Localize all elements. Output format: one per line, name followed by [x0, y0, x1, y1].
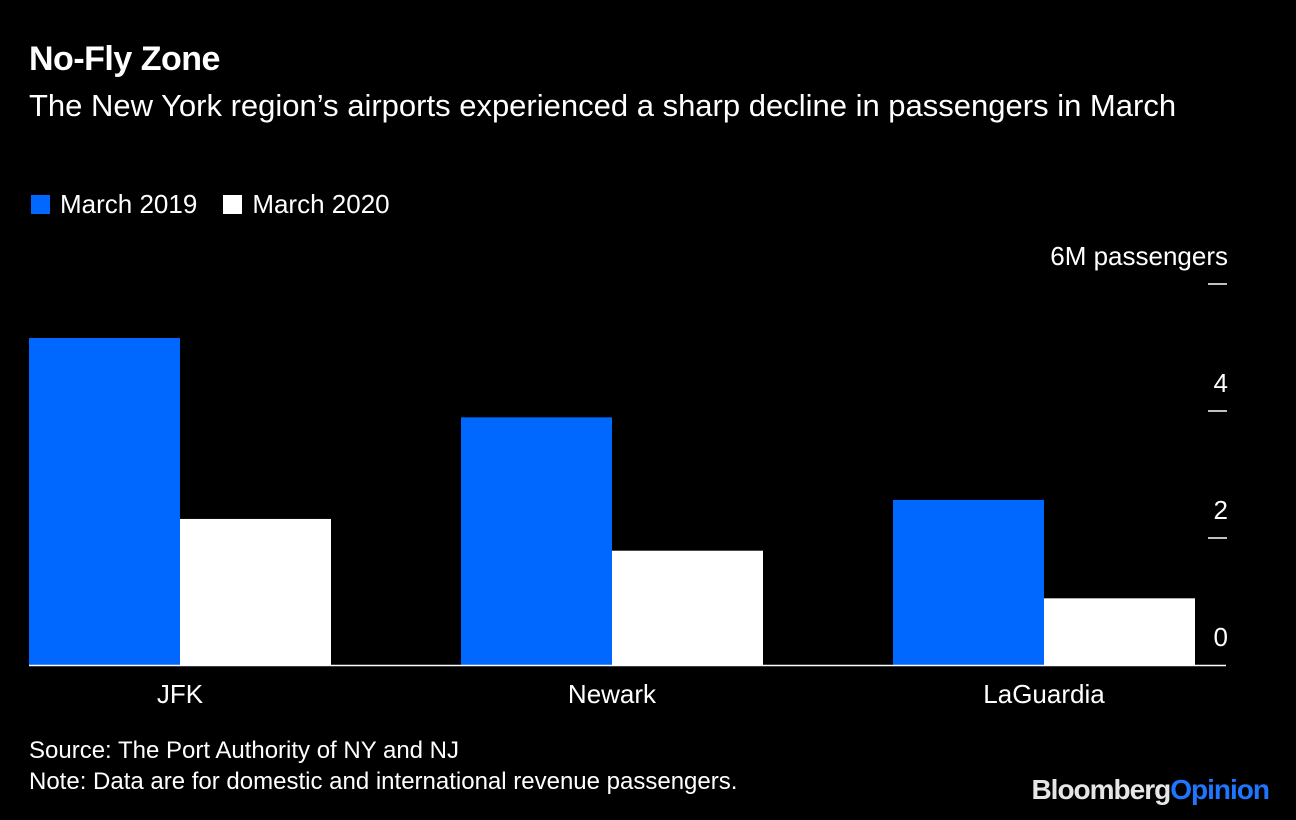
y-tick-label-0: 0 [1214, 622, 1228, 652]
bar-laguardia-march-2019 [893, 499, 1044, 665]
legend-item-march-2020: March 2020 [223, 189, 390, 220]
footer-notes: Source: The Port Authority of NY and NJ … [29, 735, 737, 797]
legend-swatch-march-2019 [31, 195, 50, 214]
chart-subtitle: The New York region’s airports experienc… [29, 88, 1177, 123]
brand-accent: Opinion [1170, 774, 1270, 805]
legend: March 2019 March 2020 [31, 189, 416, 220]
chart-title: No-Fly Zone [29, 40, 220, 78]
x-tick-label-laguardia: LaGuardia [983, 679, 1105, 709]
bar-jfk-march-2019 [29, 337, 180, 665]
y-tick-label-2: 2 [1214, 495, 1228, 525]
legend-swatch-march-2020 [223, 195, 243, 214]
legend-label-march-2019: March 2019 [60, 189, 198, 219]
legend-label-march-2020: March 2020 [252, 189, 390, 219]
bar-newark-march-2019 [461, 417, 612, 665]
bloomberg-opinion-logo: BloombergOpinion [1031, 774, 1270, 806]
x-tick-label-jfk: JFK [157, 679, 204, 709]
bar-laguardia-march-2020 [1044, 598, 1195, 665]
note-text: Note: Data are for domestic and internat… [29, 768, 738, 795]
x-tick-label-newark: Newark [568, 679, 657, 709]
bar-jfk-march-2020 [180, 518, 331, 665]
source-text: Source: The Port Authority of NY and NJ [29, 737, 460, 764]
brand-primary: Bloomberg [1031, 774, 1171, 805]
legend-item-march-2019: March 2019 [31, 189, 197, 220]
y-tick-label-4: 4 [1214, 368, 1228, 398]
y-tick-label-6m-passengers: 6M passengers [1050, 241, 1228, 271]
bar-newark-march-2020 [612, 550, 763, 665]
